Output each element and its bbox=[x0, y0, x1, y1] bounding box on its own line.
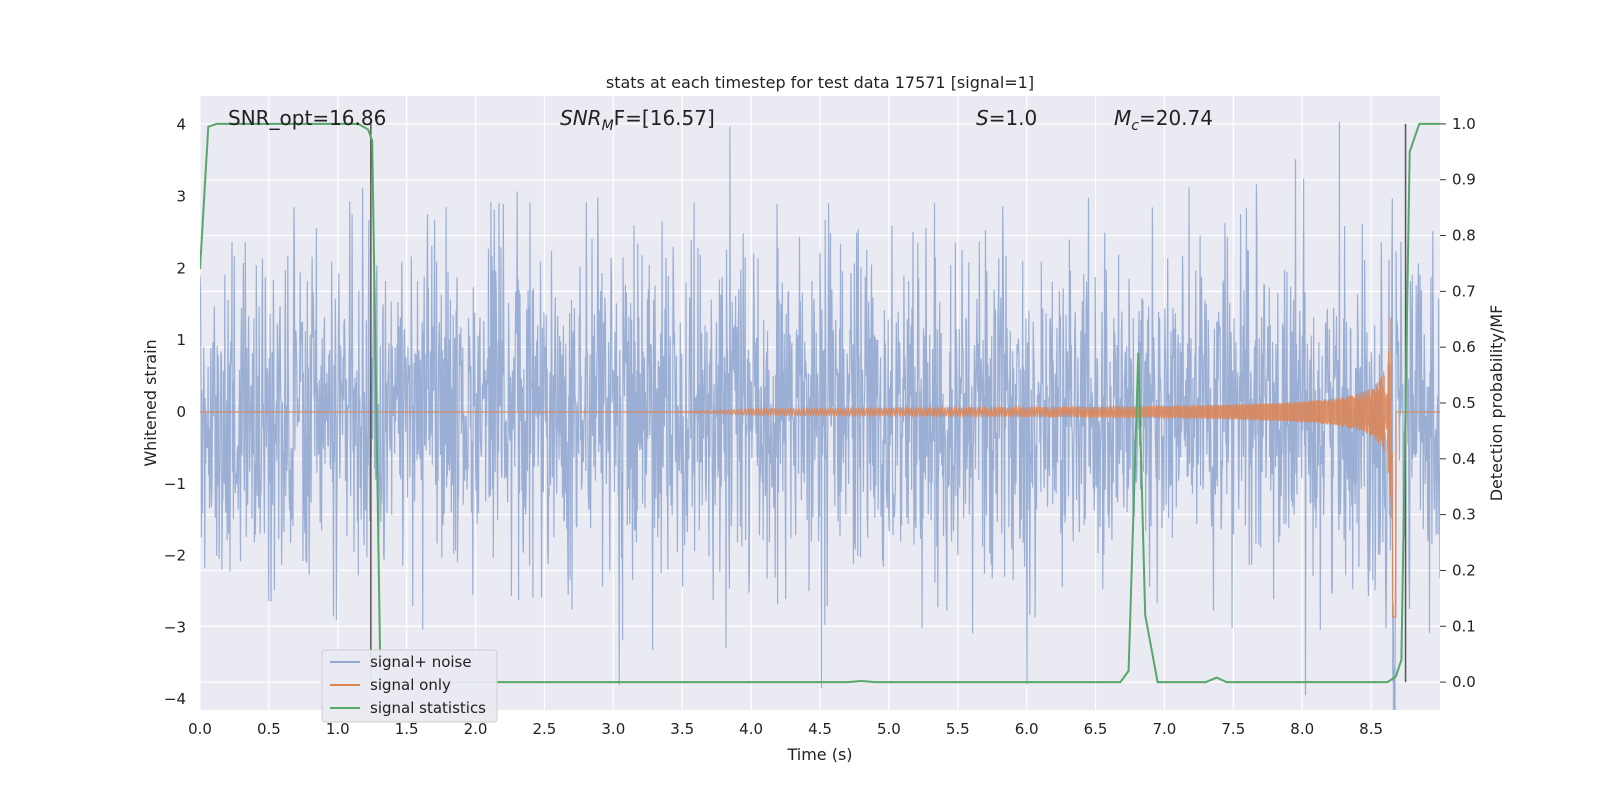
y2-tick-label: 0.2 bbox=[1452, 561, 1476, 579]
chart-title: stats at each timestep for test data 175… bbox=[606, 73, 1034, 92]
annotation-snr-mf: SNRMF=[16.57] bbox=[560, 106, 715, 134]
x-tick-label: 1.0 bbox=[326, 720, 350, 738]
x-tick-label: 5.0 bbox=[877, 720, 901, 738]
series-signal-statistics bbox=[200, 122, 1440, 684]
x-tick-label: 6.0 bbox=[1015, 720, 1039, 738]
x-axis-label: Time (s) bbox=[786, 745, 852, 764]
legend-label-signal-statistics: signal statistics bbox=[370, 699, 486, 717]
y2-axis-ticks: 1.0 0.9 0.8 0.7 0.6 0.5 0.4 0.3 0.2 0.1 0.0 bbox=[1440, 115, 1476, 691]
annotation-s: S=1.0 bbox=[976, 106, 1037, 130]
y-axis-ticks: 4 3 2 1 0 −1 −2 −3 −4 bbox=[164, 116, 186, 709]
x-tick-label: 2.0 bbox=[464, 720, 488, 738]
x-tick-label: 6.5 bbox=[1084, 720, 1108, 738]
y-tick-label: 3 bbox=[176, 188, 186, 206]
legend-box bbox=[321, 649, 498, 723]
x-tick-label: 3.0 bbox=[601, 720, 625, 738]
y2-tick-label: 0.5 bbox=[1452, 394, 1476, 412]
annotation-snr-opt: SNR_opt=16.86 bbox=[228, 106, 386, 130]
legend: signal+ noise signal only signal statist… bbox=[321, 649, 498, 723]
y2-tick-label: 0.8 bbox=[1452, 227, 1476, 245]
y2-tick-label: 1.0 bbox=[1452, 115, 1476, 133]
y2-tick-label: 0.0 bbox=[1452, 673, 1476, 691]
y-tick-label: 4 bbox=[176, 116, 186, 134]
x-tick-label: 7.5 bbox=[1221, 720, 1245, 738]
y2-tick-label: 0.6 bbox=[1452, 338, 1476, 356]
annotation-mc: Mc=20.74 bbox=[1114, 106, 1213, 134]
x-tick-label: 1.5 bbox=[395, 720, 419, 738]
x-tick-label: 8.5 bbox=[1359, 720, 1383, 738]
y-tick-label: −3 bbox=[164, 618, 186, 636]
x-tick-label: 4.5 bbox=[808, 720, 832, 738]
y2-tick-label: 0.1 bbox=[1452, 617, 1476, 635]
y2-tick-label: 0.4 bbox=[1452, 450, 1476, 468]
y2-tick-label: 0.9 bbox=[1452, 171, 1476, 189]
x-tick-label: 7.0 bbox=[1153, 720, 1177, 738]
y-tick-label: 0 bbox=[176, 403, 186, 421]
x-tick-label: 5.5 bbox=[946, 720, 970, 738]
y-axis-label: Whitened strain bbox=[141, 339, 160, 466]
x-tick-label: 2.5 bbox=[533, 720, 557, 738]
y-tick-label: 1 bbox=[176, 331, 186, 349]
y-tick-label: −1 bbox=[164, 475, 186, 493]
y2-tick-label: 0.7 bbox=[1452, 282, 1476, 300]
series-signal-noise bbox=[200, 121, 1440, 710]
y-tick-label: −2 bbox=[164, 547, 186, 565]
y2-tick-label: 0.3 bbox=[1452, 506, 1476, 524]
legend-label-signal-only: signal only bbox=[370, 676, 451, 694]
x-tick-label: 0.5 bbox=[257, 720, 281, 738]
x-tick-label: 3.5 bbox=[670, 720, 694, 738]
y-tick-label: −4 bbox=[164, 690, 186, 708]
x-tick-label: 0.0 bbox=[188, 720, 212, 738]
x-axis-ticks: 0.0 0.5 1.0 1.5 2.0 2.5 3.0 3.5 4.0 4.5 5.0 5.5 6.0 6… bbox=[188, 720, 1383, 738]
x-tick-label: 4.0 bbox=[739, 720, 763, 738]
x-tick-label: 8.0 bbox=[1290, 720, 1314, 738]
legend-label-signal-noise: signal+ noise bbox=[370, 653, 472, 671]
y-tick-label: 2 bbox=[176, 259, 186, 277]
series-signal-only bbox=[200, 317, 1440, 618]
y2-axis-label: Detection probability/MF bbox=[1487, 305, 1506, 502]
